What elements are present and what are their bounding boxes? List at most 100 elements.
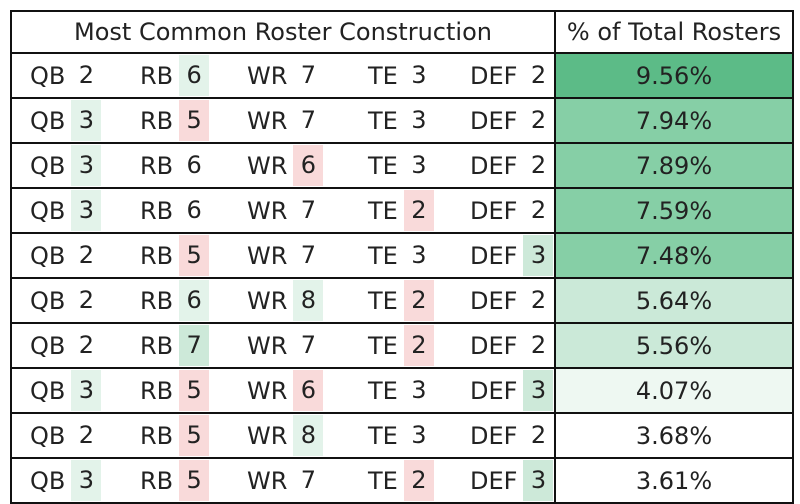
position-wr: WR 7 <box>247 54 323 97</box>
table-row: QB 2 RB 6 WR 8 TE 2 DEF 2 5.64% <box>10 277 794 324</box>
position-count: 2 <box>78 421 94 449</box>
position-rb: RB 5 <box>140 414 210 457</box>
table-row: QB 2 RB 7 WR 7 TE 2 DEF 2 5.56% <box>10 322 794 369</box>
construction-cell: QB 2 RB 5 WR 7 TE 3 DEF 3 <box>10 232 556 279</box>
position-label: WR <box>247 241 288 270</box>
position-def: DEF 2 <box>470 324 553 367</box>
position-wr: WR 6 <box>247 369 324 412</box>
position-count: 2 <box>78 331 94 359</box>
position-qb: QB 3 <box>30 189 102 232</box>
pct-cell: 7.59% <box>554 187 794 234</box>
table-row: QB 2 RB 5 WR 8 TE 3 DEF 2 3.68% <box>10 412 794 459</box>
position-count: 3 <box>71 460 102 501</box>
position-te: TE 3 <box>368 54 434 97</box>
position-count: 3 <box>411 151 427 179</box>
position-label: TE <box>368 106 398 135</box>
position-qb: QB 2 <box>30 279 101 322</box>
position-te: TE 2 <box>368 459 434 502</box>
position-def: DEF 3 <box>470 234 554 277</box>
construction-cell: QB 2 RB 7 WR 7 TE 2 DEF 2 <box>10 322 556 369</box>
position-rb: RB 6 <box>140 54 210 97</box>
pct-cell: 3.68% <box>554 412 794 459</box>
position-count: 2 <box>78 286 94 314</box>
construction-header: Most Common Roster Construction <box>10 10 556 54</box>
position-label: RB <box>140 196 174 225</box>
position-label: DEF <box>470 151 518 180</box>
position-count: 3 <box>411 61 427 89</box>
position-label: RB <box>140 106 174 135</box>
pct-cell: 5.56% <box>554 322 794 369</box>
position-wr: WR 7 <box>247 234 323 277</box>
position-label: DEF <box>470 61 518 90</box>
position-count: 5 <box>179 370 210 411</box>
position-count: 3 <box>411 376 427 404</box>
position-label: QB <box>30 421 66 450</box>
position-count: 5 <box>179 460 210 501</box>
position-rb: RB 5 <box>140 99 210 142</box>
position-label: QB <box>30 241 66 270</box>
position-te: TE 2 <box>368 324 434 367</box>
position-label: WR <box>247 376 288 405</box>
construction-cell: QB 3 RB 5 WR 6 TE 3 DEF 3 <box>10 367 556 414</box>
position-def: DEF 3 <box>470 459 554 502</box>
position-def: DEF 3 <box>470 369 554 412</box>
position-label: QB <box>30 196 66 225</box>
position-qb: QB 2 <box>30 324 101 367</box>
position-label: DEF <box>470 466 518 495</box>
position-count: 3 <box>523 460 554 501</box>
position-rb: RB 6 <box>140 279 210 322</box>
position-qb: QB 3 <box>30 99 102 142</box>
pct-cell: 7.94% <box>554 97 794 144</box>
position-label: QB <box>30 376 66 405</box>
position-label: WR <box>247 466 288 495</box>
position-te: TE 3 <box>368 369 434 412</box>
position-count: 8 <box>293 280 324 321</box>
position-count: 8 <box>293 415 324 456</box>
position-label: WR <box>247 331 288 360</box>
position-count: 3 <box>411 106 427 134</box>
pct-cell: 7.48% <box>554 232 794 279</box>
position-count: 3 <box>523 370 554 411</box>
table-row: QB 3 RB 6 WR 6 TE 3 DEF 2 7.89% <box>10 142 794 189</box>
position-count: 5 <box>179 100 210 141</box>
position-count: 2 <box>530 151 547 179</box>
position-qb: QB 3 <box>30 144 102 187</box>
pct-cell: 4.07% <box>554 367 794 414</box>
position-wr: WR 7 <box>247 99 323 142</box>
pct-cell: 7.89% <box>554 142 794 189</box>
position-rb: RB 5 <box>140 459 210 502</box>
construction-cell: QB 3 RB 6 WR 6 TE 3 DEF 2 <box>10 142 556 189</box>
position-label: TE <box>368 196 398 225</box>
position-count: 3 <box>411 241 427 269</box>
position-label: WR <box>247 421 288 450</box>
position-def: DEF 2 <box>470 144 553 187</box>
position-qb: QB 3 <box>30 459 102 502</box>
position-count: 6 <box>179 280 210 321</box>
position-label: TE <box>368 61 398 90</box>
position-label: TE <box>368 286 398 315</box>
position-count: 7 <box>300 196 317 224</box>
position-def: DEF 2 <box>470 99 553 142</box>
position-label: RB <box>140 151 174 180</box>
position-rb: RB 6 <box>140 189 209 232</box>
position-label: RB <box>140 376 174 405</box>
position-label: DEF <box>470 241 518 270</box>
position-wr: WR 7 <box>247 189 323 232</box>
position-count: 2 <box>530 61 547 89</box>
position-label: RB <box>140 421 174 450</box>
table-row: QB 3 RB 6 WR 7 TE 2 DEF 2 7.59% <box>10 187 794 234</box>
position-label: DEF <box>470 196 518 225</box>
position-label: WR <box>247 151 288 180</box>
position-label: RB <box>140 331 174 360</box>
position-label: DEF <box>470 331 518 360</box>
construction-cell: QB 2 RB 6 WR 7 TE 3 DEF 2 <box>10 52 556 99</box>
position-label: TE <box>368 241 398 270</box>
position-label: DEF <box>470 286 518 315</box>
position-rb: RB 6 <box>140 144 209 187</box>
roster-construction-table: Most Common Roster Construction % of Tot… <box>10 10 794 504</box>
position-count: 6 <box>186 196 202 224</box>
position-label: QB <box>30 286 66 315</box>
position-count: 2 <box>530 331 547 359</box>
table-row: QB 2 RB 6 WR 7 TE 3 DEF 2 9.56% <box>10 52 794 99</box>
position-count: 2 <box>78 241 94 269</box>
